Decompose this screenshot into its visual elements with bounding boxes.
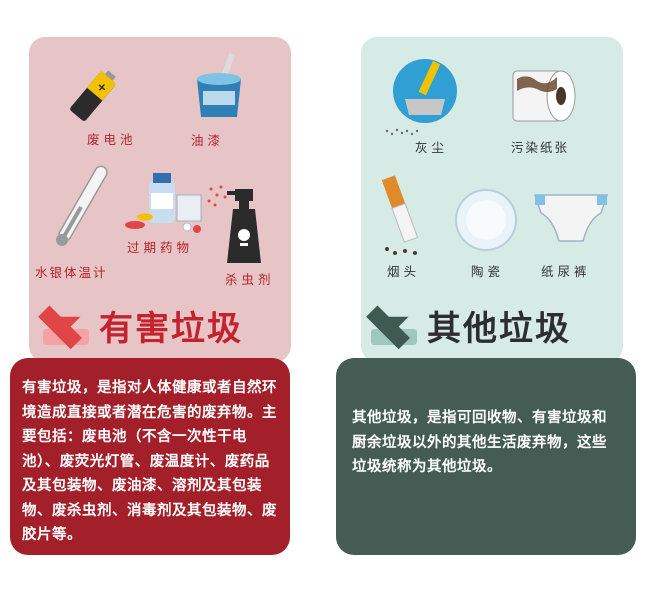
other-title: 其他垃圾 xyxy=(427,309,571,349)
cigarette-butt-icon xyxy=(381,175,419,255)
hazardous-title: 有害垃圾 xyxy=(99,309,243,349)
item-label-battery: 废电池 xyxy=(87,132,137,147)
diaper-icon xyxy=(533,194,609,242)
ceramic-plate-icon xyxy=(455,189,517,251)
other-description-box: 其他垃圾，是指可回收物、有害垃圾和厨余垃圾以外的其他生活废弃物，这些垃圾统称为其… xyxy=(336,358,636,555)
item-label-expired-medicine: 过期药物 xyxy=(127,240,194,255)
hazardous-description: 有害垃圾，是指对人体健康或者自然环境造成直接或者潜在危害的废弃物。主要包括：废电… xyxy=(22,380,277,543)
item-label-insecticide: 杀虫剂 xyxy=(225,272,275,287)
dust-broom-icon xyxy=(393,59,457,123)
item-label-paint: 油漆 xyxy=(191,133,225,148)
dust-particles-icon xyxy=(385,128,419,136)
thermometer-icon xyxy=(56,165,108,246)
item-label-dirty-paper: 污染纸张 xyxy=(511,140,570,155)
item-label-thermometer: 水银体温计 xyxy=(35,265,108,280)
item-label-dust: 灰尘 xyxy=(415,140,449,155)
hazardous-waste-card: + 废电池 油漆 水银体温计 过期药物 xyxy=(29,37,291,362)
dirty-paper-icon xyxy=(512,70,576,122)
item-label-cigarette-butt: 烟头 xyxy=(387,264,421,279)
arrow-badge-icon xyxy=(38,305,89,350)
paint-bucket-icon xyxy=(197,53,241,117)
item-label-diaper: 纸尿裤 xyxy=(541,264,591,279)
insecticide-spray-icon xyxy=(207,185,261,263)
medicine-icon xyxy=(125,173,202,233)
battery-icon: + xyxy=(70,70,117,121)
hazardous-description-box: 有害垃圾，是指对人体健康或者自然环境造成直接或者潜在危害的废弃物。主要包括：废电… xyxy=(10,358,290,555)
other-waste-card: 灰尘 污染纸张 烟头 陶瓷 纸尿裤 其他垃圾 xyxy=(361,37,623,362)
item-label-ceramic: 陶瓷 xyxy=(471,264,505,279)
other-description: 其他垃圾，是指可回收物、有害垃圾和厨余垃圾以外的其他生活废弃物，这些垃圾统称为其… xyxy=(352,410,607,475)
arrow-badge-icon xyxy=(366,305,417,350)
